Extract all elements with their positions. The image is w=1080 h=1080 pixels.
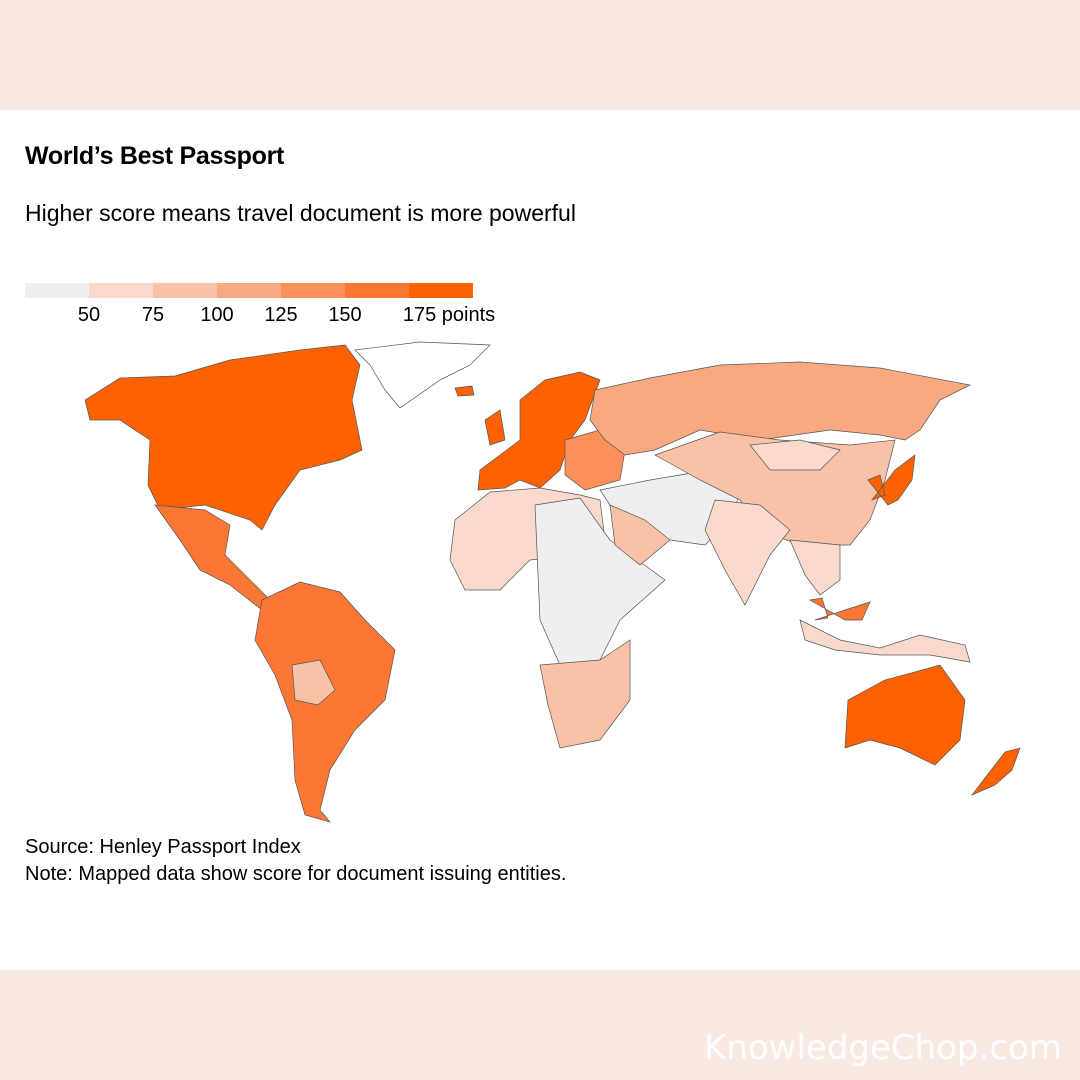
legend-tick: 100 (200, 304, 234, 326)
legend-swatch-5 (345, 283, 409, 298)
legend-tick: 75 (141, 304, 165, 326)
region-new-zealand[interactable] (970, 747, 1021, 796)
region-china-central-asia[interactable] (654, 431, 896, 546)
chart-subtitle: Higher score means travel document is mo… (25, 200, 576, 226)
region-australia[interactable] (844, 664, 966, 766)
watermark: KnowledgeChop.com (704, 1028, 1062, 1068)
legend-tick: 125 (264, 304, 298, 326)
region-uk-ireland[interactable] (484, 409, 506, 446)
region-south-america[interactable] (254, 581, 396, 823)
region-canada-usa[interactable] (84, 344, 363, 531)
legend-swatch-6 (409, 283, 473, 298)
legend-swatch-3 (217, 283, 281, 298)
region-indonesia[interactable] (799, 619, 971, 663)
region-europe[interactable] (477, 371, 601, 491)
color-legend (25, 283, 473, 298)
source-text: Source: Henley Passport Index (25, 836, 301, 858)
legend-swatch-4 (281, 283, 345, 298)
region-southeast-asia[interactable] (789, 539, 841, 596)
region-russia[interactable] (589, 361, 972, 456)
region-mongolia[interactable] (749, 439, 841, 471)
region-greenland[interactable] (354, 341, 491, 409)
chart-source: Source: Henley Passport Index Note: Mapp… (25, 834, 566, 888)
legend-swatch-1 (89, 283, 153, 298)
region-malaysia[interactable] (808, 597, 871, 621)
region-japan-korea[interactable] (867, 454, 916, 506)
region-central-africa[interactable] (534, 497, 666, 666)
region-southern-africa[interactable] (539, 639, 631, 749)
region-iceland[interactable] (454, 385, 475, 397)
legend-tick: 150 (328, 304, 362, 326)
legend-swatch-2 (153, 283, 217, 298)
note-text: Note: Mapped data show score for documen… (25, 863, 567, 885)
legend-ticks: 50 75 100 125 150 175 points (0, 304, 560, 334)
region-india[interactable] (704, 499, 791, 606)
world-map (84, 341, 1021, 823)
legend-swatch-0 (25, 283, 89, 298)
region-bolivia[interactable] (291, 659, 336, 706)
legend-tick: 50 (77, 304, 101, 326)
legend-tick: 175 points (402, 304, 496, 326)
region-gulf[interactable] (609, 504, 671, 566)
chart-title: World’s Best Passport (25, 142, 285, 170)
